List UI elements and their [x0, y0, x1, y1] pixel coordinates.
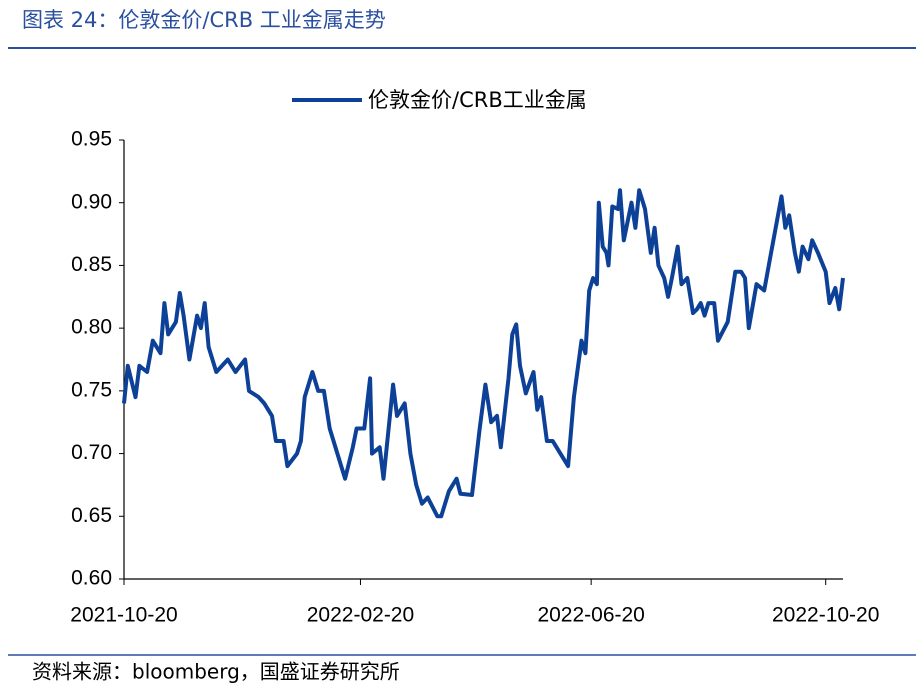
y-tick-label: 0.85	[71, 253, 112, 276]
data-line	[122, 188, 845, 519]
y-tick-label: 0.70	[71, 441, 112, 464]
x-tick-label: 2022-10-20	[772, 604, 879, 627]
y-tick-label: 0.80	[71, 316, 112, 339]
y-tick-label: 0.60	[71, 567, 112, 590]
source-note: 资料来源：bloomberg，国盛证券研究所	[32, 660, 400, 684]
x-tick-label: 2021-10-20	[70, 604, 177, 627]
legend-label: 伦敦金价/CRB工业金属	[368, 88, 587, 112]
x-tick-label: 2022-02-20	[307, 604, 414, 627]
x-tick-label: 2022-06-20	[537, 604, 644, 627]
y-tick-label: 0.75	[71, 378, 112, 401]
y-tick-label: 0.65	[71, 504, 112, 527]
y-tick-label: 0.95	[71, 128, 112, 151]
chart-title: 图表 24：伦敦金价/CRB 工业金属走势	[22, 8, 386, 32]
y-tick-label: 0.90	[71, 190, 112, 213]
